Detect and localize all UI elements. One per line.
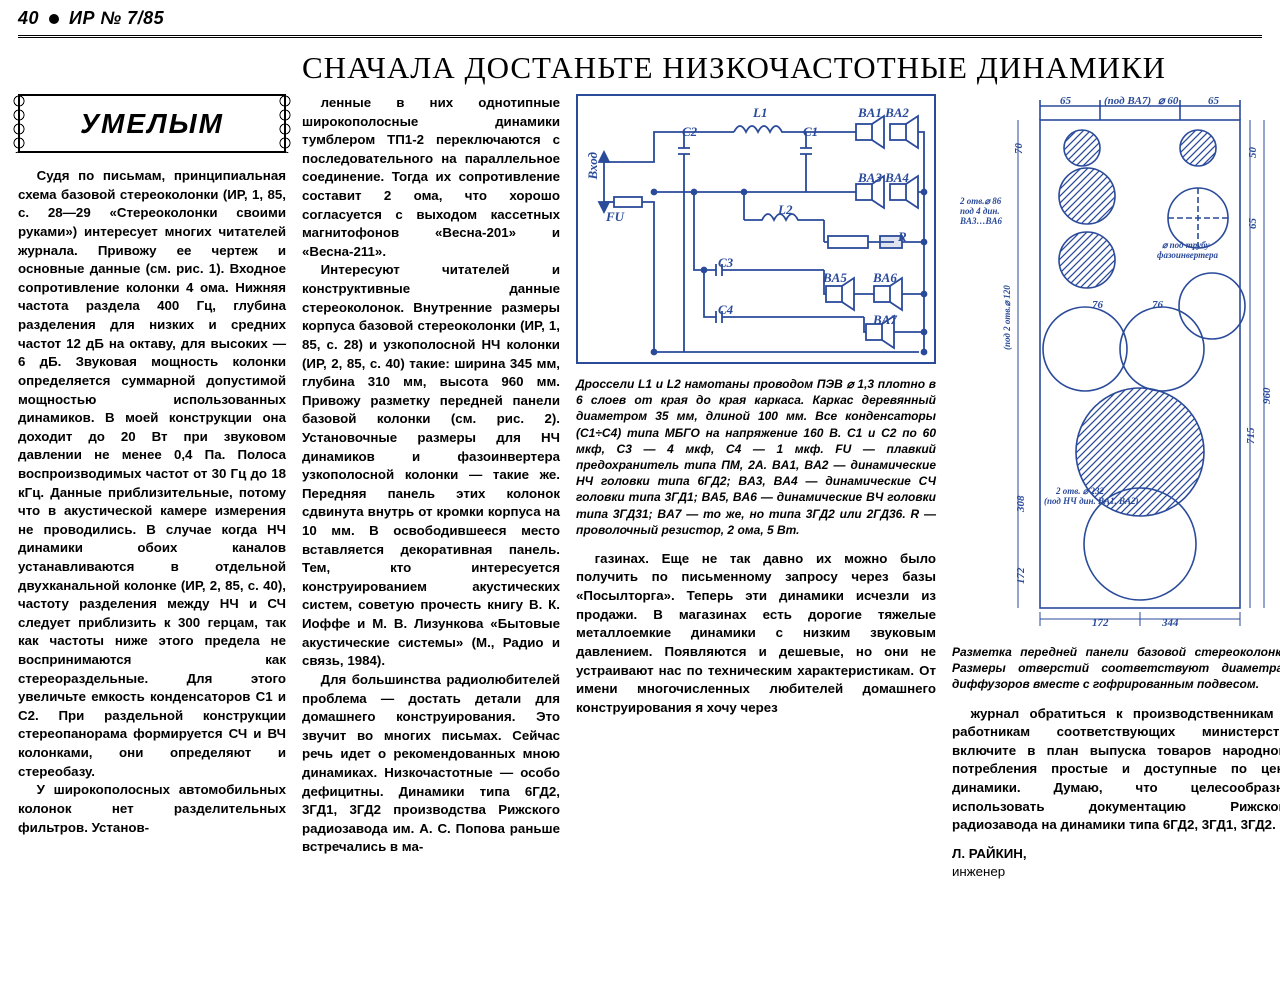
lbl-c1: C1	[803, 123, 818, 141]
lbl-ba5: BA5	[823, 269, 847, 287]
schematic-figure: Вход FU L1 L2 C2 C1 C3 C4 BA1 BA2 BA3 BA…	[576, 94, 936, 364]
dim-960: 960	[1261, 387, 1273, 404]
lbl-c4: C4	[718, 301, 733, 319]
column-2: ленные в них однотипные широкополосные д…	[302, 94, 560, 882]
dim-308: 308	[1015, 495, 1027, 513]
panel-drawing: 65 (под BA7) ⌀ 60 65 70 50 65 2 отв.⌀ 86…	[952, 94, 1280, 634]
dim-76a: 76	[1092, 299, 1104, 311]
lbl-input: Вход	[584, 152, 602, 179]
col2-p2: Интересуют читателей и конструктивные да…	[302, 261, 560, 670]
header-bullet	[49, 14, 59, 24]
dim-hatch2: (под 2 отв.⌀ 120	[1002, 285, 1012, 350]
dim-172a: 172	[1015, 567, 1027, 584]
col2-p1: ленные в них однотипные широкополосные д…	[302, 94, 560, 261]
lbl-l2: L2	[778, 201, 792, 219]
page-header: 40 ИР № 7/85	[0, 0, 1280, 31]
dim-65a: 65	[1060, 95, 1072, 107]
caption-schematic: Дроссели L1 и L2 намотаны проводом ПЭВ ⌀…	[576, 376, 936, 538]
page-number: 40	[18, 8, 39, 29]
lbl-l1: L1	[753, 104, 767, 122]
column-3: Вход FU L1 L2 C2 C1 C3 C4 BA1 BA2 BA3 BA…	[576, 94, 936, 882]
lbl-c2: C2	[682, 123, 697, 141]
lbl-r: R	[898, 228, 907, 246]
dim-65c: 65	[1247, 218, 1259, 230]
dim-pipe: ⌀ под трубуфазоинвертера	[1157, 240, 1219, 260]
dim-715: 715	[1245, 427, 1257, 444]
lbl-ba6: BA6	[873, 269, 897, 287]
lbl-ba34: BA3 BA4	[858, 169, 909, 187]
author-role: инженер	[952, 863, 1280, 882]
dim-50: 50	[1247, 147, 1259, 159]
dim-hatch-note: 2 отв.⌀ 86под 4 дин.BA3…BA6	[959, 196, 1003, 226]
dim-70: 70	[1013, 143, 1025, 155]
section-badge: УМЕЛЫМ	[18, 94, 286, 153]
author-name: Л. РАЙКИН,	[952, 845, 1280, 864]
col2-p3: Для большинства радиолюбителей проблема …	[302, 671, 560, 857]
header-rule	[18, 35, 1262, 38]
col4-p1: журнал обратиться к производственникам и…	[952, 705, 1280, 835]
dim-65b: 65	[1208, 95, 1220, 107]
dim-76b: 76	[1152, 299, 1164, 311]
article-title: СНАЧАЛА ДОСТАНЬТЕ НИЗКОЧАСТОТНЫЕ ДИНАМИК…	[0, 40, 1280, 94]
magazine-label: ИР № 7/85	[69, 8, 164, 29]
dim-60: ⌀ 60	[1158, 95, 1179, 107]
col1-p2: У широкополосных автомобильных колонок н…	[18, 781, 286, 837]
col3-p1: газинах. Еще не так давно их можно было …	[576, 550, 936, 717]
lbl-ba12: BA1 BA2	[858, 104, 909, 122]
caption-drawing: Разметка передней панели базовой стереок…	[952, 644, 1280, 693]
lbl-c3: C3	[718, 254, 733, 272]
author-block: Л. РАЙКИН, инженер	[952, 845, 1280, 882]
content-grid: УМЕЛЫМ Судя по письмам, принципиальная с…	[0, 94, 1280, 882]
panel-svg: 65 (под BA7) ⌀ 60 65 70 50 65 2 отв.⌀ 86…	[952, 94, 1280, 634]
dim-ba7note: (под BA7)	[1104, 95, 1151, 107]
lbl-fu: FU	[606, 208, 624, 226]
col1-p1: Судя по письмам, принципиальная схема ба…	[18, 167, 286, 781]
column-1: УМЕЛЫМ Судя по письмам, принципиальная с…	[18, 94, 286, 882]
lbl-ba7: BA7	[873, 311, 897, 329]
column-4: 65 (под BA7) ⌀ 60 65 70 50 65 2 отв.⌀ 86…	[952, 94, 1280, 882]
